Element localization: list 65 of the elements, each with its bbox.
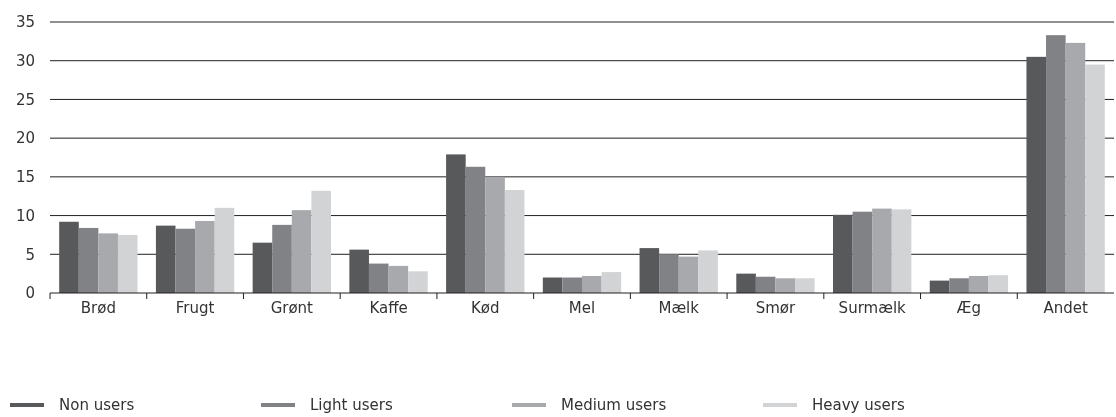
bar (1026, 56, 1047, 293)
bar (155, 225, 176, 293)
bar (504, 190, 525, 293)
bar (98, 233, 118, 293)
bar (117, 234, 138, 293)
bar (214, 207, 235, 293)
bar (755, 276, 776, 293)
x-tick-label: Frugt (175, 299, 215, 317)
bar (949, 278, 969, 293)
legend-label: Medium users (561, 396, 667, 414)
bar (872, 208, 892, 293)
bar (291, 210, 312, 293)
x-tick-label: Andet (1043, 299, 1088, 317)
bar (736, 273, 756, 293)
x-tick-label: Æg (956, 299, 981, 317)
y-tick-label: 5 (25, 245, 35, 264)
y-tick-label: 10 (15, 206, 35, 225)
bar (485, 176, 505, 293)
x-tick-label: Mel (568, 299, 596, 317)
y-tick-label: 25 (15, 90, 35, 109)
x-tick-label: Grønt (270, 299, 314, 317)
y-tick-label: 30 (15, 52, 35, 71)
x-tick-label: Smør (755, 299, 797, 317)
legend-label: Heavy users (812, 396, 905, 414)
bar (446, 154, 466, 293)
bar (78, 227, 99, 293)
bar (601, 272, 622, 293)
bar (852, 211, 873, 293)
bar (388, 265, 409, 293)
bar (639, 248, 660, 293)
bar (1065, 42, 1086, 293)
bar (272, 224, 292, 293)
legend-label: Light users (310, 396, 393, 414)
bar (833, 214, 853, 293)
bar (891, 209, 912, 293)
bar (59, 221, 79, 293)
bar (775, 278, 796, 293)
y-tick-label: 0 (25, 284, 35, 303)
bar (368, 263, 389, 293)
bar (678, 256, 699, 293)
x-tick-label: Kaffe (369, 299, 408, 317)
bar (562, 277, 582, 293)
y-tick-label: 35 (15, 13, 35, 32)
bar (1046, 35, 1066, 293)
bar (698, 250, 718, 293)
y-tick-label: 15 (15, 168, 35, 187)
bar (408, 271, 428, 293)
bar (582, 275, 602, 293)
bar (659, 254, 679, 293)
bar (349, 249, 369, 293)
bar (795, 278, 815, 293)
bar (968, 275, 989, 293)
x-tick-label: Surmælk (838, 299, 907, 317)
x-tick-label: Kød (471, 299, 500, 317)
bar (175, 228, 196, 293)
bar (465, 166, 486, 293)
bar (252, 242, 273, 293)
legend-label: Non users (59, 396, 135, 414)
x-tick-label: Mælk (658, 299, 700, 317)
x-tick-label: Brød (80, 299, 116, 317)
y-tick-label: 20 (15, 129, 35, 148)
bar (1085, 64, 1105, 293)
bar (311, 190, 331, 293)
bar (195, 220, 215, 293)
bar (988, 275, 1009, 293)
